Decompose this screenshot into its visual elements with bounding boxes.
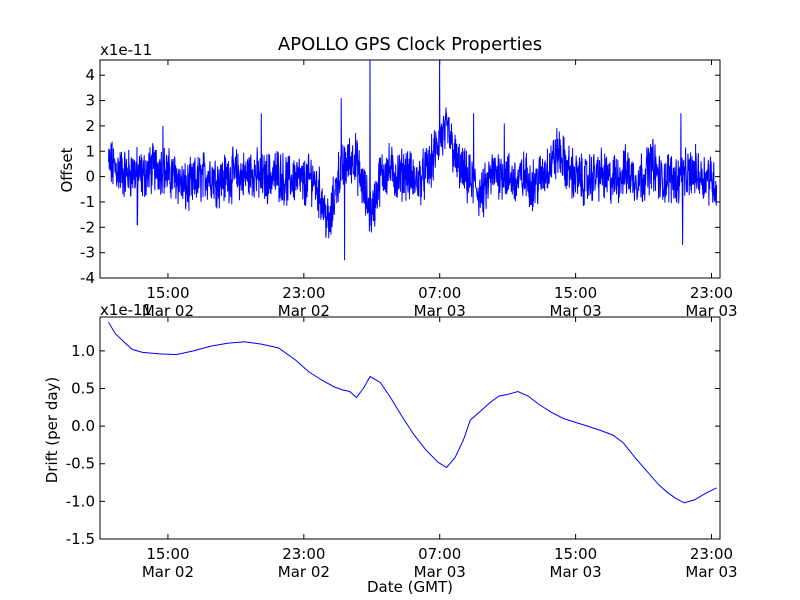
x-tick-date-label: Mar 03 xyxy=(685,302,737,320)
y-tick-label: -0.5 xyxy=(66,455,95,473)
x-tick-date-label: Mar 02 xyxy=(278,563,330,581)
y-tick-label: 0.5 xyxy=(71,379,95,397)
y-tick-label: 3 xyxy=(85,92,95,110)
drift-plot-frame xyxy=(99,316,721,540)
x-tick-date-label: Mar 03 xyxy=(414,302,466,320)
y-tick-label: -1.0 xyxy=(66,492,95,510)
x-tick-date-label: Mar 02 xyxy=(142,302,194,320)
x-tick-time-label: 23:00 xyxy=(282,545,325,563)
offset-scale-label: x1e-11 xyxy=(100,41,152,59)
offset-y-axis-label: Offset xyxy=(58,147,76,192)
x-tick-time-label: 23:00 xyxy=(282,284,325,302)
x-tick-date-label: Mar 03 xyxy=(550,302,602,320)
y-tick-label: -1 xyxy=(80,193,95,211)
y-tick-label: 0 xyxy=(85,168,95,186)
x-tick-date-label: Mar 03 xyxy=(550,563,602,581)
offset-plot-frame xyxy=(99,59,721,279)
drift-panel: x1e-11 Drift (per day) -1.5 -1.0 -0.5 0.0 0.… xyxy=(43,301,738,596)
y-tick-label: 0.0 xyxy=(71,417,95,435)
drift-scale-label: x1e-11 xyxy=(100,301,152,319)
x-tick-time-label: 15:00 xyxy=(146,284,189,302)
y-tick-label: 1 xyxy=(85,142,95,160)
y-tick-label: -3 xyxy=(80,244,95,262)
y-tick-label: 4 xyxy=(85,66,95,84)
x-tick-time-label: 23:00 xyxy=(690,284,733,302)
x-tick-date-label: Mar 02 xyxy=(142,563,194,581)
x-tick-time-label: 23:00 xyxy=(690,545,733,563)
x-tick-time-label: 15:00 xyxy=(554,545,597,563)
x-tick-time-label: 07:00 xyxy=(418,284,461,302)
y-tick-label: 1.0 xyxy=(71,342,95,360)
x-tick-time-label: 15:00 xyxy=(554,284,597,302)
y-tick-label: -2 xyxy=(80,218,95,236)
x-axis-label: Date (GMT) xyxy=(367,578,453,596)
x-tick-date-label: Mar 03 xyxy=(685,563,737,581)
y-tick-label: -4 xyxy=(80,269,95,287)
y-tick-label: 2 xyxy=(85,117,95,135)
y-tick-label: -1.5 xyxy=(66,530,95,548)
x-tick-date-label: Mar 02 xyxy=(278,302,330,320)
drift-y-axis-label: Drift (per day) xyxy=(43,377,61,484)
x-tick-time-label: 15:00 xyxy=(146,545,189,563)
x-tick-date-label: Mar 03 xyxy=(414,563,466,581)
chart-title: APOLLO GPS Clock Properties xyxy=(278,34,542,55)
offset-series-line xyxy=(108,60,718,261)
x-tick-time-label: 07:00 xyxy=(418,545,461,563)
drift-series-line xyxy=(108,322,717,504)
